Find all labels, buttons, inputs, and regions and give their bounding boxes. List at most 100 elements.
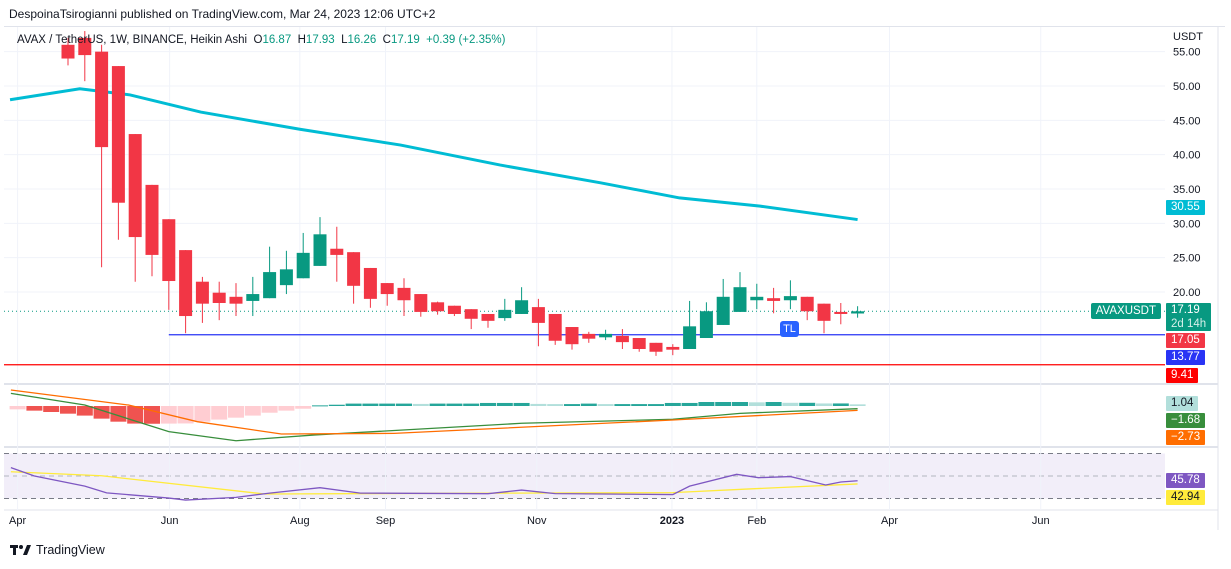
price-tick-label: 45.00 <box>1173 115 1201 127</box>
macd-histogram-bar <box>681 402 698 406</box>
symbol-legend: AVAX / TetherUS, 1W, BINANCE, Heikin Ash… <box>17 34 505 46</box>
candle-down <box>767 298 781 301</box>
macd-histogram-bar <box>228 406 244 418</box>
high-value: 17.93 <box>305 34 335 46</box>
price-tick-label: 40.00 <box>1173 150 1201 162</box>
price-tick-label: 30.00 <box>1173 218 1201 230</box>
macd-histogram-bar <box>832 403 849 406</box>
macd-histogram-bar <box>564 404 580 406</box>
candle-down <box>834 311 848 314</box>
macd-histogram-bar <box>816 403 832 406</box>
candle-down <box>632 338 646 349</box>
candle-up <box>783 296 797 301</box>
macd-histogram-bar <box>9 406 26 410</box>
candle-down <box>800 296 814 312</box>
currency-label: USDT <box>1173 31 1203 43</box>
time-tick-label: Feb <box>747 515 766 527</box>
macd-histogram-bar <box>496 402 513 406</box>
macd-histogram-bar <box>614 404 631 406</box>
macd-histogram-bar <box>379 403 396 406</box>
change-value: +0.39 (+2.35%) <box>426 34 506 46</box>
macd-tag: −1.68 <box>1166 413 1206 428</box>
macd-histogram-bar <box>597 404 614 406</box>
time-tick-label: 2023 <box>660 515 684 527</box>
candle-down <box>61 44 75 59</box>
high-label: H <box>297 34 306 46</box>
candle-down <box>531 307 545 323</box>
candle-up <box>683 326 697 349</box>
macd-histogram-bar <box>765 402 782 406</box>
time-tick-label: Aug <box>290 515 310 527</box>
low-line-price-tag: 9.41 <box>1166 368 1199 383</box>
macd-histogram-bar <box>396 403 412 406</box>
macd-histogram-bar <box>177 406 194 424</box>
candle-down <box>397 287 411 301</box>
macd-histogram-bar <box>463 403 480 406</box>
macd-histogram-bar <box>547 404 564 406</box>
macd-histogram-bar <box>328 404 345 406</box>
open-label: O <box>253 34 263 46</box>
tradingview-brand[interactable]: TradingView <box>10 543 105 557</box>
trendline-label[interactable]: TL <box>780 321 799 337</box>
symbol-tag: AVAXUSDT <box>1090 303 1161 319</box>
candle-down <box>229 296 243 304</box>
macd-histogram-bar <box>648 404 664 406</box>
low-value: 16.26 <box>347 34 377 46</box>
candle-down <box>649 342 663 352</box>
candle-down <box>380 283 394 295</box>
candle-down <box>95 51 109 148</box>
candle-up <box>313 234 327 266</box>
macd-histogram-bar <box>362 403 379 406</box>
rsi-ma-tag: 42.94 <box>1166 490 1205 505</box>
price-tick-label: 35.00 <box>1173 184 1201 196</box>
candle-down <box>565 327 579 345</box>
candle-down <box>128 134 142 238</box>
candle-up <box>515 300 529 314</box>
price-tick-label: 25.00 <box>1173 253 1201 265</box>
price-tick-label: 55.00 <box>1173 47 1201 59</box>
macd-histogram-bar <box>664 402 681 406</box>
macd-histogram-bar <box>732 402 748 406</box>
macd-histogram-bar <box>631 404 648 406</box>
support-price-tag: 13.77 <box>1166 350 1205 365</box>
candle-down <box>431 302 445 312</box>
candle-up <box>279 269 293 286</box>
publisher-line: DespoinaTsirogianni published on Trading… <box>9 7 436 21</box>
macd-histogram-bar <box>211 406 228 420</box>
macd-histogram-bar <box>580 403 597 406</box>
rsi-ma-line <box>10 471 858 495</box>
candle-up <box>699 311 713 339</box>
close-label: C <box>382 34 391 46</box>
candle-down <box>330 248 344 255</box>
candle-up <box>599 333 613 338</box>
candle-down <box>615 335 629 343</box>
candle-down <box>111 66 125 203</box>
candle-up <box>263 272 277 299</box>
candle-up <box>733 287 747 312</box>
candle-down <box>414 294 428 312</box>
time-tick-label: Nov <box>527 515 547 527</box>
close-value: 17.19 <box>390 34 420 46</box>
time-tick-label: Jun <box>1032 515 1050 527</box>
time-tick-label: Jun <box>161 515 179 527</box>
tradingview-name: TradingView <box>36 543 105 557</box>
line-price-tag: 17.05 <box>1166 333 1205 348</box>
candle-down <box>179 250 193 317</box>
macd-histogram-bar <box>748 402 765 406</box>
candle-up <box>716 296 730 325</box>
macd-histogram-bar <box>144 406 160 424</box>
macd-histogram-bar <box>26 406 43 411</box>
candle-up <box>750 296 764 301</box>
macd-histogram-bar <box>76 406 93 416</box>
candle-up <box>498 309 512 319</box>
candle-down <box>817 303 831 321</box>
signal-tag: −2.73 <box>1166 430 1206 445</box>
macd-histogram-bar <box>513 402 530 406</box>
candle-down <box>145 184 159 255</box>
time-tick-label: Apr <box>9 515 26 527</box>
ma-price-tag: 30.55 <box>1166 200 1205 215</box>
macd-histogram-bar <box>698 402 715 406</box>
macd-histogram-bar <box>480 402 496 406</box>
candle-down <box>481 313 495 321</box>
